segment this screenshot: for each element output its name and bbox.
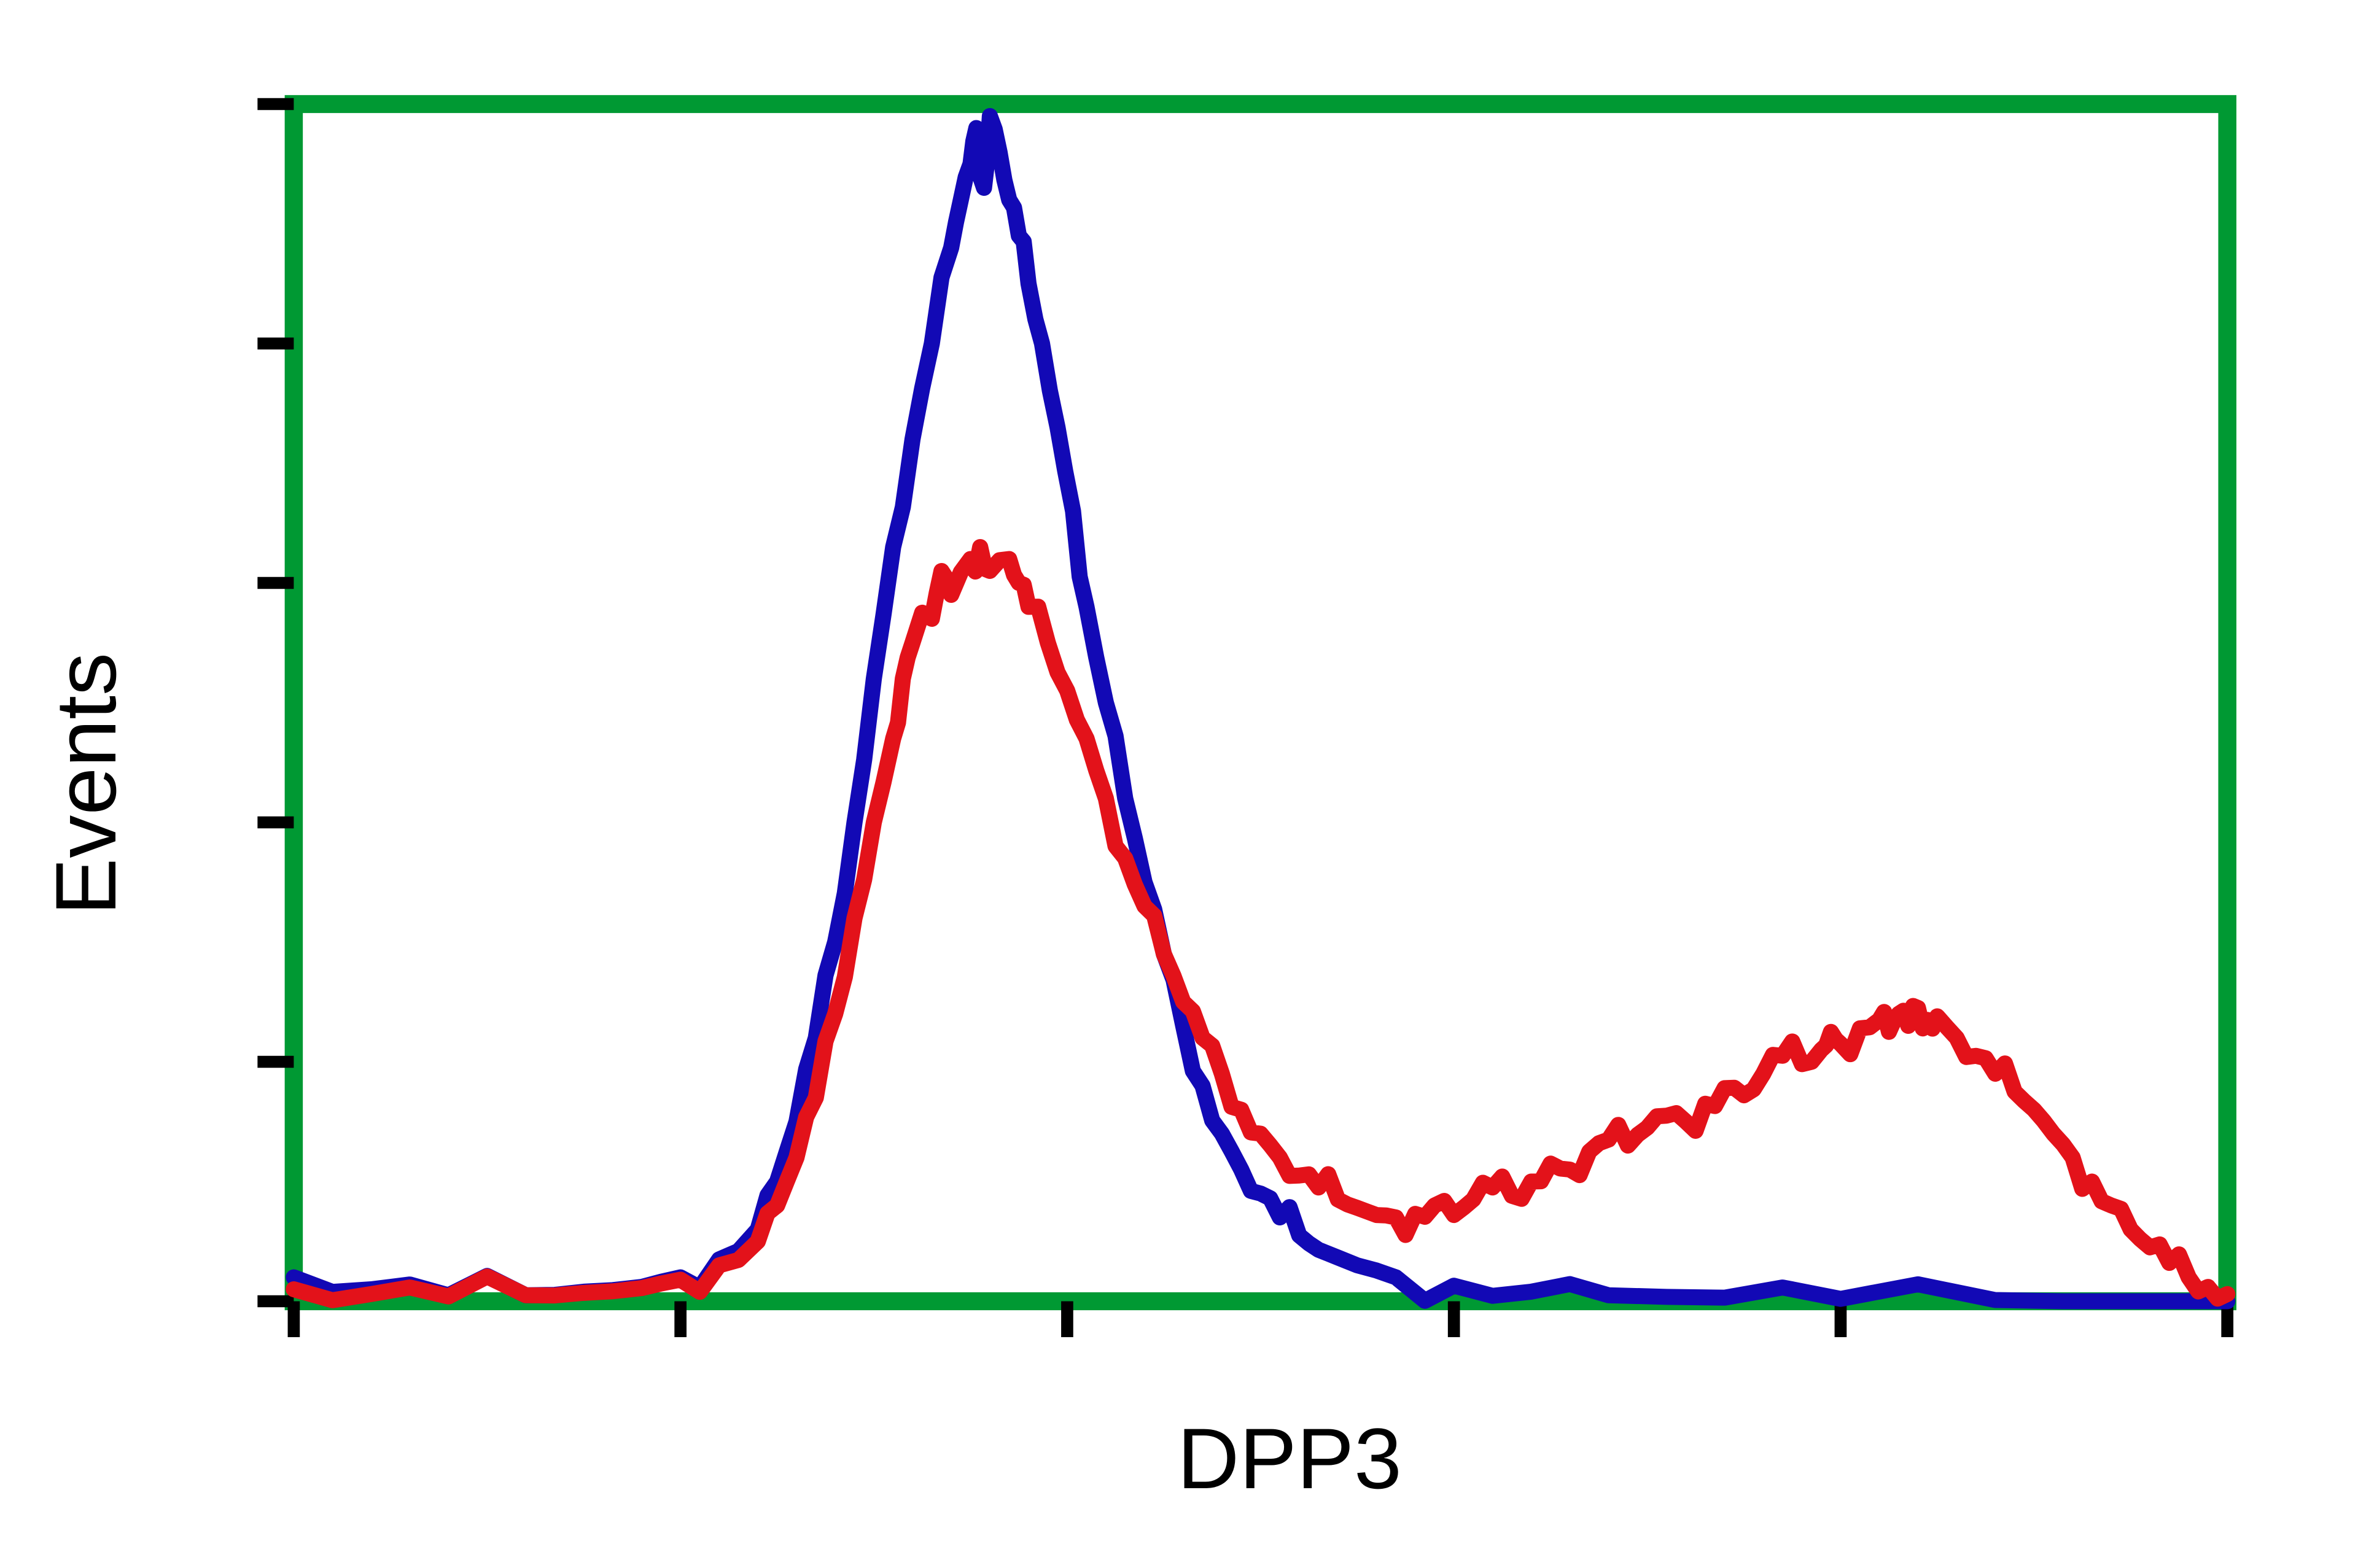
plot-area	[233, 84, 2247, 1361]
histogram-chart: Events DPP3	[74, 47, 2284, 1521]
x-axis-label: DPP3	[1177, 1409, 1402, 1508]
y-axis-label: Events	[36, 653, 136, 915]
plot-svg	[233, 84, 2247, 1361]
